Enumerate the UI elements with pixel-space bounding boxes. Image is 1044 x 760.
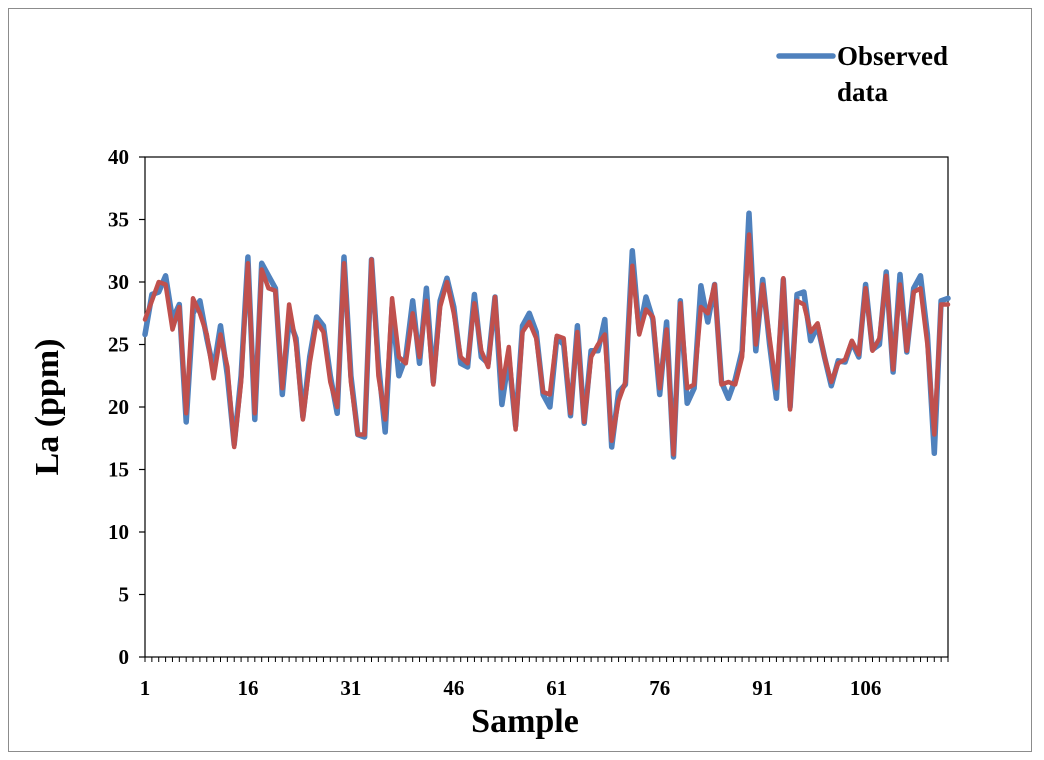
legend-label-observed-data: data	[837, 77, 889, 107]
y-tick-label: 40	[108, 145, 129, 169]
x-tick-label: 91	[752, 676, 773, 700]
y-tick-label: 5	[119, 583, 130, 607]
y-tick-label: 35	[108, 208, 129, 232]
x-tick-label: 61	[546, 676, 567, 700]
x-tick-label: 1	[140, 676, 151, 700]
y-tick-label: 10	[108, 520, 129, 544]
y-axis-title: La (ppm)	[29, 339, 66, 476]
x-tick-label: 106	[850, 676, 882, 700]
y-tick-label: 20	[108, 395, 129, 419]
plot-area	[144, 156, 949, 658]
y-tick-label: 15	[108, 458, 129, 482]
x-axis-title: Sample	[471, 703, 579, 740]
x-axis: 1 16 31 46 61 76 91 106	[140, 657, 949, 700]
series-layer	[142, 210, 951, 460]
x-tick-label: 16	[237, 676, 258, 700]
y-tick-label: 25	[108, 333, 129, 357]
legend-label-observed-data: Observed	[837, 41, 948, 71]
series-line-2	[142, 232, 951, 457]
y-axis: 0 5 10 15 20 25 30 35 40	[108, 145, 145, 669]
legend: Observed data	[776, 41, 948, 107]
plot-border	[144, 156, 949, 658]
x-tick-label: 46	[443, 676, 464, 700]
x-tick-label: 76	[649, 676, 670, 700]
y-tick-label: 30	[108, 270, 129, 294]
y-tick-label: 0	[119, 645, 130, 669]
x-tick-label: 31	[340, 676, 361, 700]
